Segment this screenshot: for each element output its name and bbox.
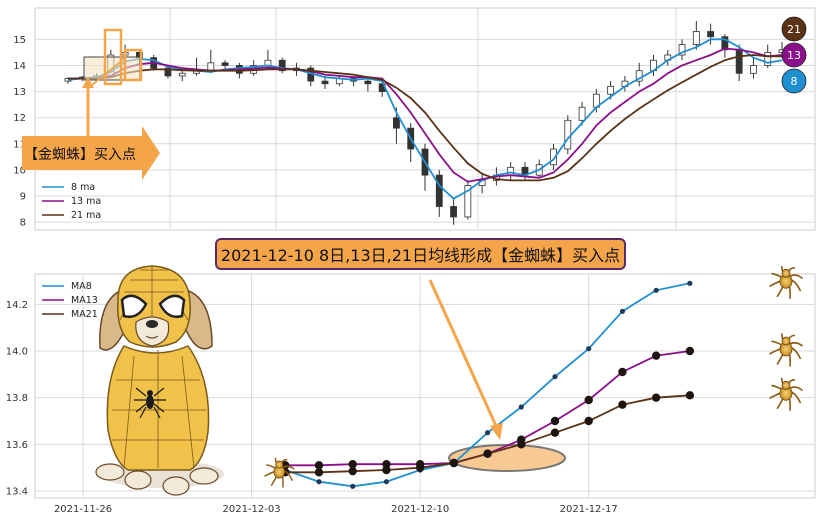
candle-body — [564, 119, 572, 150]
data-point — [415, 463, 425, 472]
candle-body — [435, 174, 443, 207]
data-point — [382, 465, 391, 475]
data-point — [449, 458, 459, 468]
data-point — [619, 308, 626, 314]
data-point — [350, 483, 356, 489]
buy-point-label: 【金蜘蛛】买入点 — [24, 147, 136, 163]
badge-13: 13 — [787, 49, 801, 62]
candle-body — [393, 117, 400, 129]
top-ytick-label: 14 — [13, 61, 26, 72]
legend-label-MA8: MA8 — [71, 281, 92, 292]
data-point — [484, 430, 491, 436]
bottom-xtick-label: 2021-11-26 — [54, 504, 112, 515]
badge-21: 21 — [787, 23, 801, 36]
pointer-arrow — [428, 279, 499, 429]
candle-body — [721, 36, 729, 51]
bottom-xtick-label: 2021-12-17 — [560, 504, 618, 515]
top-ytick-label: 15 — [13, 35, 26, 46]
candle-body — [464, 185, 472, 218]
buy-label-arrow — [22, 126, 160, 180]
data-point — [618, 367, 627, 377]
bottom-xtick-label: 2021-12-10 — [391, 504, 449, 515]
candle-body — [550, 148, 557, 166]
candle-body — [278, 59, 286, 72]
data-point — [348, 466, 357, 476]
data-point — [552, 374, 558, 380]
legend-label-MA13: MA13 — [71, 295, 98, 306]
badge-8: 8 — [791, 75, 798, 88]
buy-point-annotation: 【金蜘蛛】买入点 — [22, 28, 160, 180]
data-point — [651, 351, 661, 360]
data-point — [586, 346, 592, 352]
top-line-13-ma — [68, 47, 783, 183]
candle-body — [750, 65, 757, 74]
data-point — [382, 459, 391, 469]
data-point — [687, 280, 693, 286]
candle-body — [678, 44, 686, 56]
bottom-ytick-label: 14.2 — [6, 300, 28, 311]
spider-icon — [769, 333, 803, 367]
legend-label-ma13: 13 ma — [71, 196, 101, 207]
candle-body — [692, 31, 700, 45]
buy-signal-banner: 2021-12-10 8日,13日,21日均线形成【金蜘蛛】买入点 — [215, 238, 626, 270]
candle-body — [450, 206, 457, 218]
top-ytick-label: 10 — [13, 165, 26, 176]
candle-body — [178, 72, 186, 77]
data-point — [314, 468, 324, 477]
top-price-chart: 8 9 10 11 12 13 14 15 8 ma 13 ma 21 ma — [13, 7, 816, 231]
candle-body — [321, 80, 329, 85]
data-point — [618, 400, 627, 409]
data-point — [584, 395, 593, 405]
spider-icon — [769, 377, 803, 411]
data-point — [348, 459, 357, 469]
data-point — [316, 479, 322, 485]
candle-body — [764, 52, 772, 66]
legend-label-ma8: 8 ma — [71, 182, 95, 193]
top-ytick-label: 12 — [13, 113, 26, 124]
data-point — [550, 428, 560, 437]
bottom-ytick-label: 13.8 — [6, 393, 28, 404]
spider-icons — [264, 265, 803, 488]
top-legend: 8 ma 13 ma 21 ma — [42, 182, 101, 221]
highlight-box-1 — [103, 28, 123, 86]
candle-body — [221, 62, 229, 66]
data-point — [314, 461, 324, 470]
top-ytick-label: 8 — [20, 218, 26, 229]
spider-icon — [264, 457, 295, 488]
data-point — [517, 440, 526, 449]
ma-period-badges: 21 13 8 — [781, 16, 807, 94]
top-ytick-label: 13 — [13, 87, 26, 98]
bottom-ytick-label: 14.0 — [6, 347, 28, 358]
data-point — [584, 416, 593, 426]
top-ytick-label: 9 — [20, 192, 26, 203]
data-point — [550, 416, 560, 426]
candle-body — [707, 31, 714, 38]
data-point — [383, 479, 390, 485]
spider-icon — [769, 265, 803, 299]
legend-label-ma21: 21 ma — [71, 210, 101, 221]
spider-dog-illustration — [95, 265, 224, 496]
data-point — [653, 287, 659, 293]
bottom-xtick-label: 2021-12-03 — [223, 504, 281, 515]
bottom-legend: MA8 MA13 MA21 — [42, 281, 98, 320]
data-point — [651, 393, 661, 402]
candle-body — [207, 62, 215, 72]
candle-body — [735, 49, 743, 74]
candle-body — [578, 106, 586, 121]
data-point — [685, 391, 695, 400]
candle-body — [164, 67, 172, 77]
bottom-ytick-label: 13.6 — [6, 440, 28, 451]
candle-body — [507, 166, 515, 176]
legend-label-MA21: MA21 — [71, 309, 98, 320]
data-point — [685, 346, 695, 356]
candle-body — [364, 80, 372, 85]
top-ytick-label: 11 — [13, 139, 26, 150]
highlight-box-2 — [123, 48, 143, 82]
candle-body — [607, 85, 615, 95]
data-point — [483, 449, 492, 458]
bottom-ytick-label: 13.4 — [6, 487, 28, 498]
data-point — [518, 404, 524, 410]
top-line-21-ma — [68, 54, 782, 182]
